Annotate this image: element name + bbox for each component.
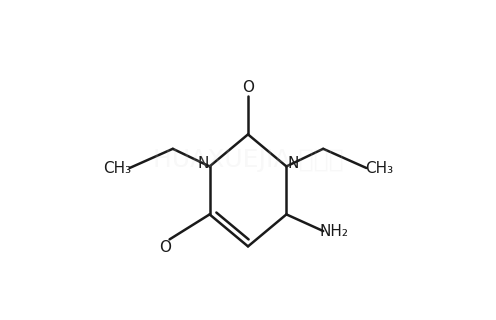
Text: O: O	[242, 80, 254, 94]
Text: O: O	[159, 240, 171, 255]
Text: NH₂: NH₂	[319, 224, 348, 238]
Text: CH₃: CH₃	[365, 161, 393, 175]
Text: CH₃: CH₃	[103, 161, 131, 175]
Text: HUAXUEJIA 化学加: HUAXUEJIA 化学加	[153, 148, 343, 172]
Text: N: N	[287, 156, 299, 171]
Text: N: N	[197, 156, 209, 171]
